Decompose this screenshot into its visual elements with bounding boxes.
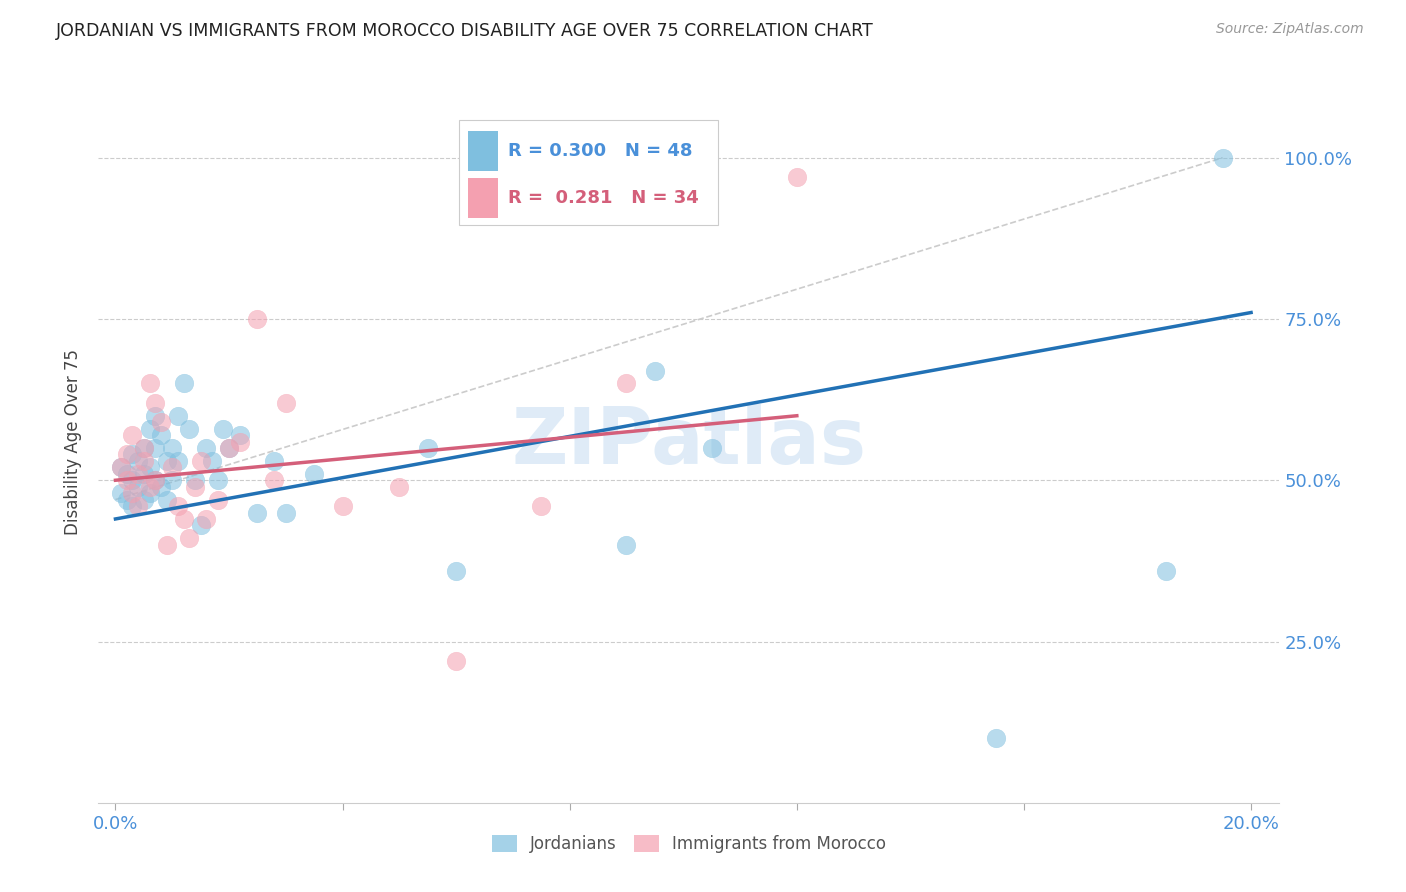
Point xyxy=(121,473,143,487)
Point xyxy=(229,428,252,442)
Point xyxy=(1154,564,1177,578)
Point xyxy=(263,473,285,487)
Point xyxy=(110,460,132,475)
Point xyxy=(143,473,166,487)
Point xyxy=(121,447,143,461)
Point xyxy=(138,480,160,494)
Point xyxy=(155,454,177,468)
Point xyxy=(143,473,166,487)
Point xyxy=(173,376,195,391)
Point xyxy=(173,512,195,526)
Point xyxy=(132,454,155,468)
Point xyxy=(218,441,240,455)
Text: Source: ZipAtlas.com: Source: ZipAtlas.com xyxy=(1216,22,1364,37)
Point xyxy=(644,363,666,377)
FancyBboxPatch shape xyxy=(468,178,498,218)
Point xyxy=(138,460,160,475)
Point xyxy=(207,492,229,507)
Point xyxy=(115,473,138,487)
Legend: Jordanians, Immigrants from Morocco: Jordanians, Immigrants from Morocco xyxy=(485,828,893,860)
Point xyxy=(184,473,207,487)
Point xyxy=(132,492,155,507)
FancyBboxPatch shape xyxy=(468,131,498,170)
Y-axis label: Disability Age Over 75: Disability Age Over 75 xyxy=(63,349,82,534)
Point xyxy=(127,454,149,468)
Point xyxy=(388,480,411,494)
Point xyxy=(263,454,285,468)
Point xyxy=(143,396,166,410)
Point xyxy=(121,499,143,513)
Point xyxy=(616,376,638,391)
Point xyxy=(162,441,183,455)
Point xyxy=(616,538,638,552)
Point xyxy=(179,531,201,545)
Point xyxy=(195,512,218,526)
Point xyxy=(184,480,207,494)
Point xyxy=(984,731,1007,746)
Point xyxy=(190,454,212,468)
Point xyxy=(121,428,143,442)
FancyBboxPatch shape xyxy=(458,120,718,225)
Point xyxy=(127,467,149,481)
Point xyxy=(143,409,166,423)
Point xyxy=(138,376,160,391)
Point xyxy=(149,415,172,429)
Point xyxy=(274,506,297,520)
Point xyxy=(207,473,229,487)
Text: R =  0.281   N = 34: R = 0.281 N = 34 xyxy=(508,189,699,207)
Point xyxy=(444,654,467,668)
Point xyxy=(149,428,172,442)
Point xyxy=(246,506,269,520)
Point xyxy=(162,460,183,475)
Point xyxy=(167,409,190,423)
Text: JORDANIAN VS IMMIGRANTS FROM MOROCCO DISABILITY AGE OVER 75 CORRELATION CHART: JORDANIAN VS IMMIGRANTS FROM MOROCCO DIS… xyxy=(56,22,875,40)
Point xyxy=(127,480,149,494)
Point xyxy=(149,480,172,494)
Point xyxy=(274,396,297,410)
Point xyxy=(179,422,201,436)
Point xyxy=(246,312,269,326)
Text: R = 0.300   N = 48: R = 0.300 N = 48 xyxy=(508,142,693,160)
Point xyxy=(132,441,155,455)
Point xyxy=(138,422,160,436)
Point xyxy=(127,499,149,513)
Point xyxy=(302,467,325,481)
Point xyxy=(229,434,252,449)
Point xyxy=(110,486,132,500)
Point xyxy=(132,441,155,455)
Point xyxy=(162,473,183,487)
Point xyxy=(115,492,138,507)
Point xyxy=(332,499,354,513)
Point xyxy=(416,441,439,455)
Point xyxy=(138,486,160,500)
Point xyxy=(121,486,143,500)
Point xyxy=(212,422,235,436)
Point xyxy=(786,169,808,184)
Point xyxy=(700,441,723,455)
Point xyxy=(190,518,212,533)
Point xyxy=(167,499,190,513)
Point xyxy=(444,564,467,578)
Point xyxy=(155,492,177,507)
Point xyxy=(132,467,155,481)
Point xyxy=(115,447,138,461)
Point xyxy=(530,499,553,513)
Point xyxy=(218,441,240,455)
Point xyxy=(115,467,138,481)
Point xyxy=(167,454,190,468)
Point xyxy=(1212,151,1234,165)
Text: ZIPatlas: ZIPatlas xyxy=(512,403,866,480)
Point xyxy=(155,538,177,552)
Point xyxy=(110,460,132,475)
Point xyxy=(143,441,166,455)
Point xyxy=(201,454,224,468)
Point xyxy=(195,441,218,455)
